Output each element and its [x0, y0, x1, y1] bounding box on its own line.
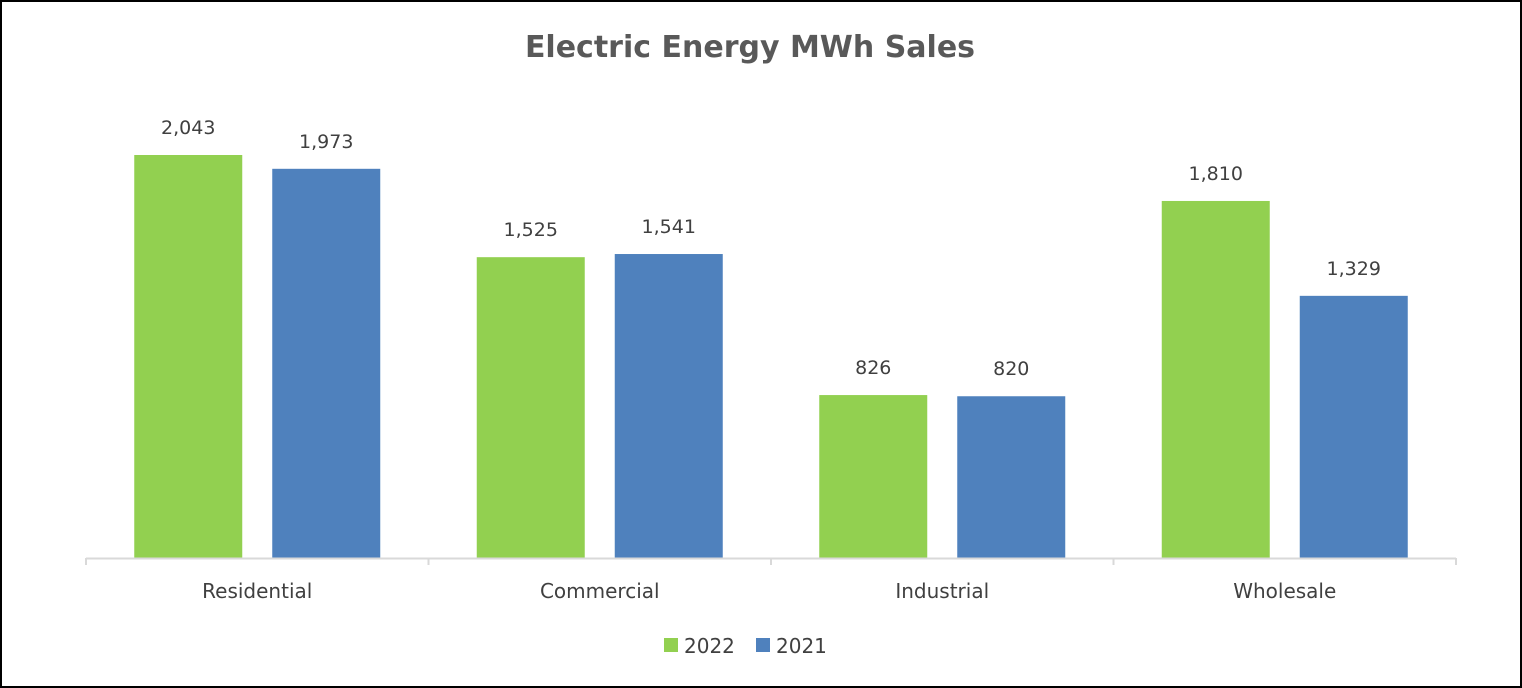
data-labels-group: 2,043 1,973 1,525 1,541 826 820 1,810 1,329 [161, 117, 1381, 380]
bars-group [134, 155, 1408, 559]
data-label-wholesale-2021: 1,329 [1327, 258, 1381, 280]
data-label-residential-2022: 2,043 [161, 117, 215, 139]
bar-wholesale-2022 [1161, 200, 1270, 558]
category-label-commercial: Commercial [540, 579, 660, 603]
category-label-industrial: Industrial [895, 579, 989, 603]
data-label-residential-2021: 1,973 [299, 131, 353, 153]
bar-wholesale-2021 [1299, 295, 1408, 558]
legend-swatch-2021 [756, 638, 770, 652]
data-label-industrial-2021: 820 [993, 358, 1029, 380]
chart-title: Electric Energy MWh Sales [525, 30, 975, 65]
bar-residential-2022 [134, 155, 243, 558]
bar-commercial-2021 [614, 254, 723, 558]
category-label-wholesale: Wholesale [1233, 579, 1336, 603]
legend-label-2021: 2021 [776, 634, 827, 658]
data-label-commercial-2021: 1,541 [642, 216, 696, 238]
legend-label-2022: 2022 [684, 634, 735, 658]
x-axis: Residential Commercial Industrial Wholesale [85, 557, 1457, 603]
data-label-commercial-2022: 1,525 [504, 219, 558, 241]
data-label-industrial-2022: 826 [855, 357, 891, 379]
legend-swatch-2022 [664, 638, 678, 652]
bar-commercial-2022 [476, 257, 585, 558]
category-label-residential: Residential [202, 579, 312, 603]
legend: 2022 2021 [664, 634, 827, 658]
data-label-wholesale-2022: 1,810 [1189, 163, 1243, 185]
bar-residential-2021 [272, 168, 381, 559]
bar-industrial-2021 [957, 396, 1066, 558]
bar-industrial-2022 [819, 395, 928, 558]
